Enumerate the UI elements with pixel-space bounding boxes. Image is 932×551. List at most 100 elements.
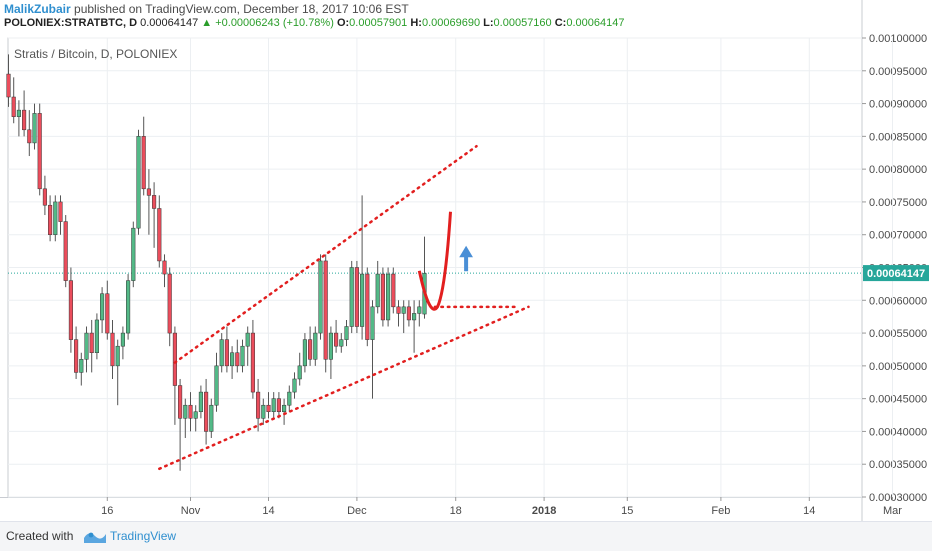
y-tick-label: 0.00035000 — [869, 459, 927, 471]
candle-body — [230, 352, 235, 367]
candle-body — [276, 398, 281, 413]
candle-body — [89, 332, 94, 353]
up-arrow-icon: ▲ — [201, 17, 213, 29]
last-price: 0.00064147 — [140, 17, 199, 29]
y-tick-label: 0.00090000 — [869, 99, 927, 111]
candle-body — [396, 306, 401, 314]
candle-body — [183, 404, 188, 419]
candle-body — [74, 339, 79, 373]
close-label: C: — [554, 17, 567, 29]
candle-body — [318, 260, 323, 334]
candle-body — [16, 109, 21, 117]
candle-body — [256, 391, 261, 419]
x-tick-label: 14 — [262, 505, 274, 517]
footer: Created with TradingView — [0, 521, 932, 551]
candle-body — [219, 339, 224, 367]
candle-body — [375, 273, 380, 308]
candle-body — [354, 267, 359, 327]
author-name[interactable]: MalikZubair — [4, 2, 71, 16]
wedge-trendline — [158, 305, 530, 471]
x-tick-label: Dec — [347, 505, 367, 517]
y-tick-label: 0.00100000 — [869, 33, 927, 45]
x-tick-label: Mar — [883, 505, 902, 517]
candle-body — [126, 280, 131, 334]
candle-body — [178, 385, 183, 419]
candle-body — [235, 352, 240, 367]
projection-curve — [417, 211, 452, 311]
y-tick-label: 0.00040000 — [869, 426, 927, 438]
candle-body — [349, 267, 354, 327]
open-value: 0.00057901 — [349, 17, 408, 29]
candle-body — [282, 404, 287, 413]
x-tick-label: 14 — [803, 505, 815, 517]
candle-body — [204, 391, 209, 432]
candle-body — [360, 273, 365, 327]
up-arrow-icon — [459, 245, 473, 272]
symbol: POLONIEX:STRATBTC, D — [4, 17, 138, 29]
y-tick-label: 0.00075000 — [869, 197, 927, 209]
candle-body — [48, 204, 53, 235]
candle-body — [198, 391, 203, 413]
x-tick-label: 15 — [621, 505, 633, 517]
y-tick-label: 0.00030000 — [869, 492, 927, 504]
candle-body — [328, 332, 333, 360]
candle-body — [266, 404, 271, 413]
candle-body — [313, 332, 318, 360]
candle-body — [365, 273, 370, 340]
publish-info: MalikZubair published on TradingView.com… — [4, 2, 409, 16]
last-price-label: 0.00064147 — [867, 268, 925, 280]
x-tick-label: 2018 — [532, 505, 556, 517]
candle-body — [63, 221, 68, 281]
created-with-text: Created with — [6, 529, 74, 543]
candle-body — [22, 109, 27, 131]
candle-body — [37, 113, 42, 190]
candle-body — [141, 136, 146, 190]
y-tick-label: 0.00080000 — [869, 164, 927, 176]
candle-body — [136, 136, 141, 229]
y-tick-label: 0.00085000 — [869, 131, 927, 143]
candle-body — [79, 359, 84, 373]
low-value: 0.00057160 — [493, 17, 552, 29]
candle-body — [287, 391, 292, 406]
candle-body — [302, 339, 307, 367]
candle-body — [27, 129, 32, 144]
candle-body — [131, 227, 136, 281]
y-tick-label: 0.00045000 — [869, 394, 927, 406]
low-label: L: — [483, 17, 494, 29]
high-value: 0.00069690 — [421, 17, 481, 29]
candle-body — [167, 273, 172, 334]
open-label: O: — [336, 17, 350, 29]
candle-body — [380, 273, 385, 321]
tradingview-brand-link[interactable]: TradingView — [110, 529, 177, 543]
x-tick-label: Nov — [181, 505, 201, 517]
candle-body — [308, 339, 313, 360]
candle-body — [344, 326, 349, 340]
close-value: 0.00064147 — [566, 17, 625, 29]
candle-body — [261, 404, 266, 419]
candle-body — [105, 293, 110, 334]
high-label: H: — [410, 17, 422, 29]
chart-title: Stratis / Bitcoin, D, POLONIEX — [14, 47, 178, 61]
candle-body — [120, 332, 125, 347]
candle-body — [193, 411, 198, 419]
candle-body — [417, 306, 422, 314]
published-text: published on TradingView.com, December 1… — [74, 2, 409, 16]
candle-body — [84, 332, 89, 360]
candle-body — [323, 260, 328, 360]
candle-body — [188, 404, 193, 419]
candle-body — [391, 273, 396, 308]
candle-body — [334, 332, 339, 347]
candle-body — [214, 365, 219, 406]
y-tick-label: 0.00060000 — [869, 295, 927, 307]
candle-body — [370, 306, 375, 340]
candle-body — [401, 306, 406, 314]
candle-body — [162, 260, 167, 275]
candle-body — [339, 339, 344, 347]
candle-body — [386, 273, 391, 321]
candle-body — [412, 313, 417, 321]
y-tick-label: 0.00050000 — [869, 361, 927, 373]
tradingview-logo-icon[interactable] — [83, 528, 107, 549]
price-chart[interactable]: 0.00100000 0.00095000 0.00090000 0.00085000… — [0, 0, 932, 521]
candle-body — [157, 208, 162, 262]
candle-body — [53, 201, 58, 235]
